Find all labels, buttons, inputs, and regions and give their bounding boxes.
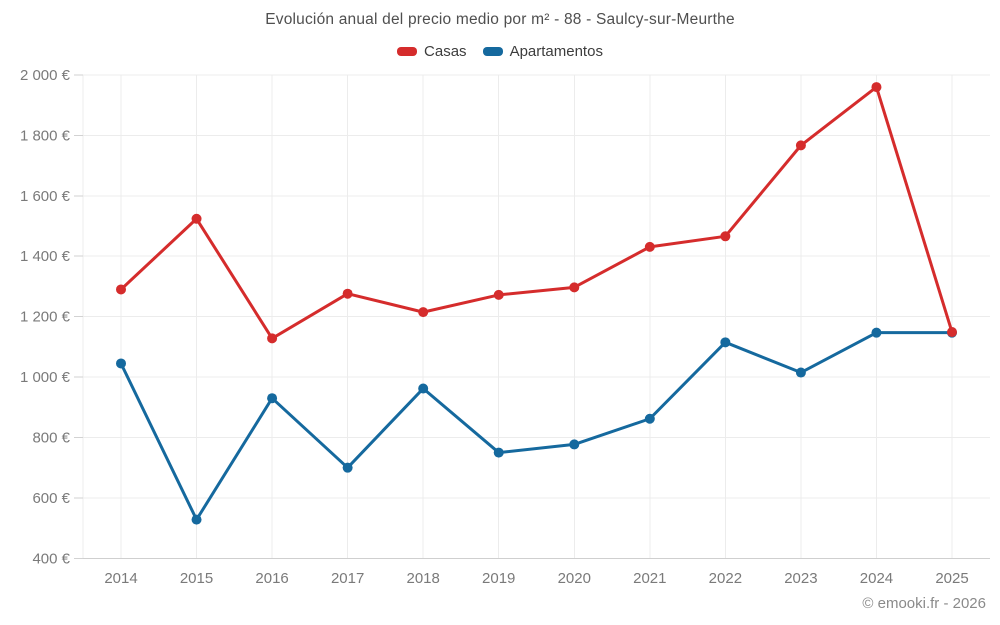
y-tick-label: 1 000 € — [20, 369, 71, 386]
x-tick-label: 2022 — [709, 570, 742, 587]
data-point-casas-2021[interactable] — [644, 241, 655, 252]
x-tick-label: 2025 — [935, 570, 968, 587]
legend-label-apartamentos: Apartamentos — [509, 43, 603, 60]
data-point-casas-2018[interactable] — [418, 307, 429, 318]
data-point-apartamentos-2014[interactable] — [116, 358, 126, 369]
chart-title: Evolución anual del precio medio por m² … — [265, 11, 735, 28]
y-tick-label: 600 € — [32, 490, 70, 507]
data-point-casas-2019[interactable] — [493, 289, 504, 300]
x-tick-label: 2021 — [633, 570, 666, 587]
data-point-casas-2017[interactable] — [342, 288, 353, 299]
x-tick-label: 2014 — [104, 570, 137, 587]
data-point-casas-2014[interactable] — [116, 284, 126, 295]
data-point-apartamentos-2016[interactable] — [267, 393, 278, 404]
data-point-apartamentos-2015[interactable] — [191, 514, 202, 525]
y-tick-label: 2 000 € — [20, 67, 71, 84]
legend-item-apartamentos[interactable]: Apartamentos — [482, 43, 603, 60]
data-point-casas-2020[interactable] — [569, 282, 580, 293]
data-point-apartamentos-2017[interactable] — [342, 462, 353, 473]
data-point-apartamentos-2020[interactable] — [569, 439, 580, 450]
y-tick-label: 1 600 € — [20, 188, 71, 205]
credit-link[interactable]: © emooki.fr - 2026 — [862, 595, 986, 612]
y-tick-label: 400 € — [32, 550, 70, 567]
x-tick-label: 2015 — [180, 570, 213, 587]
y-tick-label: 1 800 € — [20, 127, 71, 144]
data-point-apartamentos-2019[interactable] — [493, 447, 504, 458]
data-point-apartamentos-2021[interactable] — [644, 413, 655, 424]
x-tick-label: 2024 — [860, 570, 893, 587]
x-tick-label: 2023 — [784, 570, 817, 587]
data-point-casas-2015[interactable] — [191, 213, 202, 224]
data-point-apartamentos-2023[interactable] — [795, 367, 806, 378]
data-point-casas-2024[interactable] — [871, 82, 882, 93]
data-point-apartamentos-2018[interactable] — [418, 383, 429, 394]
data-point-apartamentos-2024[interactable] — [871, 327, 882, 338]
data-point-casas-2023[interactable] — [795, 140, 806, 151]
data-point-apartamentos-2022[interactable] — [720, 337, 731, 348]
y-tick-label: 800 € — [32, 429, 70, 446]
x-tick-label: 2018 — [406, 570, 439, 587]
data-point-casas-2016[interactable] — [267, 333, 278, 344]
series-line-casas — [119, 85, 954, 340]
y-tick-label: 1 200 € — [20, 309, 71, 326]
data-point-casas-2025[interactable] — [947, 327, 957, 338]
x-tick-label: 2016 — [255, 570, 288, 587]
legend-swatch-apartamentos-icon — [482, 47, 503, 56]
series-line-apartamentos — [119, 331, 954, 522]
legend-swatch-casas-icon — [397, 47, 418, 56]
x-tick-label: 2019 — [482, 570, 515, 587]
legend-item-casas[interactable]: Casas — [397, 43, 467, 60]
legend: Casas Apartamentos — [0, 43, 1000, 60]
y-tick-label: 1 400 € — [20, 248, 71, 265]
data-point-casas-2022[interactable] — [720, 231, 731, 242]
legend-label-casas: Casas — [424, 43, 467, 60]
x-tick-label: 2020 — [558, 570, 591, 587]
x-tick-label: 2017 — [331, 570, 364, 587]
